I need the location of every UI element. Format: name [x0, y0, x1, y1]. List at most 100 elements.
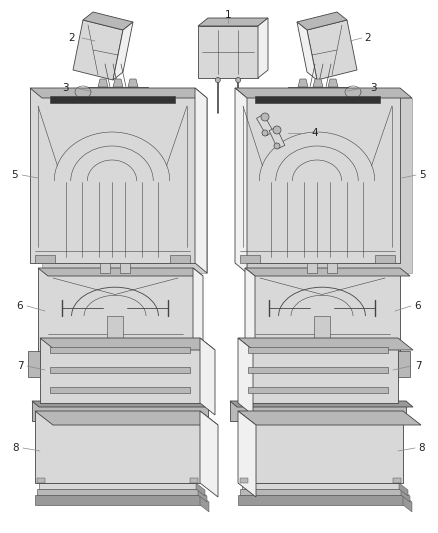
Polygon shape [98, 79, 108, 87]
Polygon shape [288, 87, 348, 97]
Polygon shape [375, 255, 395, 263]
Polygon shape [401, 489, 410, 502]
Polygon shape [30, 88, 195, 263]
Text: 2: 2 [69, 33, 75, 43]
Polygon shape [113, 79, 123, 87]
Polygon shape [50, 96, 175, 103]
Polygon shape [73, 20, 123, 80]
Polygon shape [297, 22, 317, 80]
Polygon shape [248, 367, 388, 373]
Polygon shape [245, 268, 410, 276]
Polygon shape [128, 79, 138, 87]
Polygon shape [238, 495, 403, 505]
Polygon shape [235, 88, 400, 263]
Polygon shape [35, 411, 218, 425]
Polygon shape [195, 88, 207, 273]
Polygon shape [242, 483, 399, 489]
Polygon shape [50, 347, 190, 353]
Polygon shape [50, 367, 190, 373]
Polygon shape [403, 495, 412, 512]
Polygon shape [238, 338, 413, 350]
Polygon shape [120, 263, 130, 273]
Text: 1: 1 [225, 10, 231, 20]
Polygon shape [100, 263, 110, 273]
Polygon shape [40, 338, 200, 403]
Polygon shape [258, 18, 268, 78]
Polygon shape [37, 489, 198, 495]
Polygon shape [240, 489, 401, 495]
Polygon shape [245, 268, 255, 366]
Polygon shape [193, 268, 203, 366]
Polygon shape [40, 338, 215, 350]
Polygon shape [83, 12, 133, 30]
Polygon shape [38, 268, 203, 276]
Polygon shape [198, 18, 268, 26]
Polygon shape [39, 483, 196, 489]
Circle shape [236, 77, 241, 83]
Circle shape [262, 130, 268, 136]
Polygon shape [257, 115, 273, 136]
Polygon shape [35, 411, 200, 483]
Polygon shape [238, 338, 398, 403]
Text: 4: 4 [312, 128, 318, 138]
Polygon shape [198, 26, 258, 78]
Polygon shape [200, 338, 215, 415]
Polygon shape [298, 79, 308, 87]
Polygon shape [393, 478, 401, 483]
Polygon shape [238, 411, 256, 497]
Polygon shape [255, 96, 380, 103]
Text: 7: 7 [415, 361, 421, 371]
Text: 5: 5 [12, 170, 18, 180]
Polygon shape [248, 347, 388, 353]
Polygon shape [235, 88, 412, 98]
Text: 6: 6 [415, 301, 421, 311]
Polygon shape [328, 79, 338, 87]
Text: 6: 6 [17, 301, 23, 311]
Text: 7: 7 [17, 361, 23, 371]
Circle shape [274, 143, 280, 149]
Text: 3: 3 [370, 83, 376, 93]
Polygon shape [399, 483, 408, 496]
Circle shape [261, 113, 269, 121]
Polygon shape [235, 88, 247, 273]
Polygon shape [398, 351, 410, 377]
Polygon shape [297, 12, 347, 30]
Polygon shape [198, 489, 207, 502]
Polygon shape [170, 255, 190, 263]
Polygon shape [248, 387, 388, 393]
Polygon shape [238, 411, 421, 425]
Polygon shape [35, 255, 55, 263]
Polygon shape [230, 401, 406, 421]
Polygon shape [200, 495, 209, 512]
Polygon shape [190, 478, 198, 483]
Polygon shape [32, 401, 215, 407]
Polygon shape [238, 411, 403, 483]
Text: 3: 3 [62, 83, 68, 93]
Text: 2: 2 [365, 33, 371, 43]
Polygon shape [113, 22, 133, 80]
Polygon shape [88, 87, 148, 97]
Polygon shape [35, 495, 200, 505]
Polygon shape [313, 79, 323, 87]
Polygon shape [38, 268, 193, 358]
Polygon shape [28, 351, 40, 377]
Polygon shape [50, 387, 190, 393]
Polygon shape [42, 98, 207, 273]
Polygon shape [314, 316, 330, 353]
Polygon shape [240, 255, 260, 263]
Polygon shape [30, 88, 207, 98]
Polygon shape [32, 401, 208, 421]
Polygon shape [245, 268, 400, 358]
Polygon shape [107, 316, 123, 353]
Polygon shape [196, 483, 205, 496]
Text: 8: 8 [419, 443, 425, 453]
Polygon shape [247, 98, 412, 273]
Polygon shape [200, 411, 218, 497]
Circle shape [273, 126, 281, 134]
Circle shape [215, 77, 220, 83]
Polygon shape [240, 478, 248, 483]
Polygon shape [230, 401, 413, 407]
Polygon shape [307, 20, 357, 80]
Text: 8: 8 [13, 443, 19, 453]
Polygon shape [37, 478, 45, 483]
